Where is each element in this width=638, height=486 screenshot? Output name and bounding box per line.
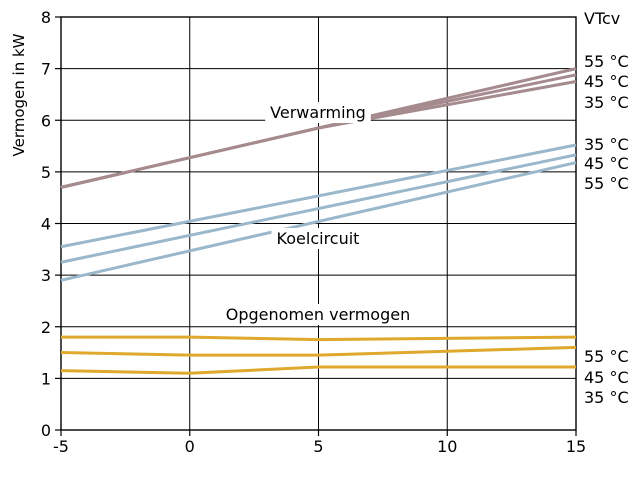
y-tick-label: 2 xyxy=(41,318,51,337)
right-axis-title: VTcv xyxy=(584,9,620,28)
y-tick-label: 4 xyxy=(41,215,51,234)
series-label: 55 °C xyxy=(584,52,629,71)
group-label-background xyxy=(271,228,365,249)
group-label: Koelcircuit xyxy=(277,229,360,248)
y-axis-title: Vermogen in kW xyxy=(10,33,28,156)
group-label: Verwarming xyxy=(270,103,366,122)
y-tick-label: 8 xyxy=(41,8,51,27)
y-tick-label: 0 xyxy=(41,421,51,440)
series-label: 35 °C xyxy=(584,135,629,154)
group-label: Opgenomen vermogen xyxy=(226,305,410,324)
plot-frame xyxy=(60,16,577,431)
y-tick-label: 7 xyxy=(41,60,51,79)
series-line xyxy=(60,365,576,375)
annotation-labels: Verwarming Koelcircuit Opgenomen vermogen 5… xyxy=(220,52,629,407)
series-line xyxy=(61,335,577,342)
plot-border xyxy=(60,16,577,431)
y-tick-label: 6 xyxy=(41,111,51,130)
series-label: 35 °C xyxy=(584,93,629,112)
series-line xyxy=(60,143,577,249)
group-label-background xyxy=(220,304,416,325)
x-tick-label: -5 xyxy=(53,437,69,456)
y-tick-label: 3 xyxy=(41,266,51,285)
series-label: 55 °C xyxy=(584,174,629,193)
x-tick-label: 5 xyxy=(313,437,323,456)
y-tick-label: 5 xyxy=(41,163,51,182)
y-tick-label: 1 xyxy=(41,369,51,388)
series-label: 35 °C xyxy=(584,388,629,407)
series-line xyxy=(60,80,577,189)
x-tick-label: 10 xyxy=(437,437,457,456)
x-tick-label: 15 xyxy=(566,437,586,456)
series-label: 45 °C xyxy=(584,368,629,387)
series-line xyxy=(60,345,577,357)
series-line xyxy=(60,161,577,282)
series-label: 45 °C xyxy=(584,72,629,91)
series-label: 55 °C xyxy=(584,347,629,366)
series-label: 45 °C xyxy=(584,154,629,173)
group-label-background xyxy=(265,102,371,123)
series-layer xyxy=(60,67,577,375)
x-tick-label: 0 xyxy=(185,437,195,456)
series-line xyxy=(60,153,577,264)
